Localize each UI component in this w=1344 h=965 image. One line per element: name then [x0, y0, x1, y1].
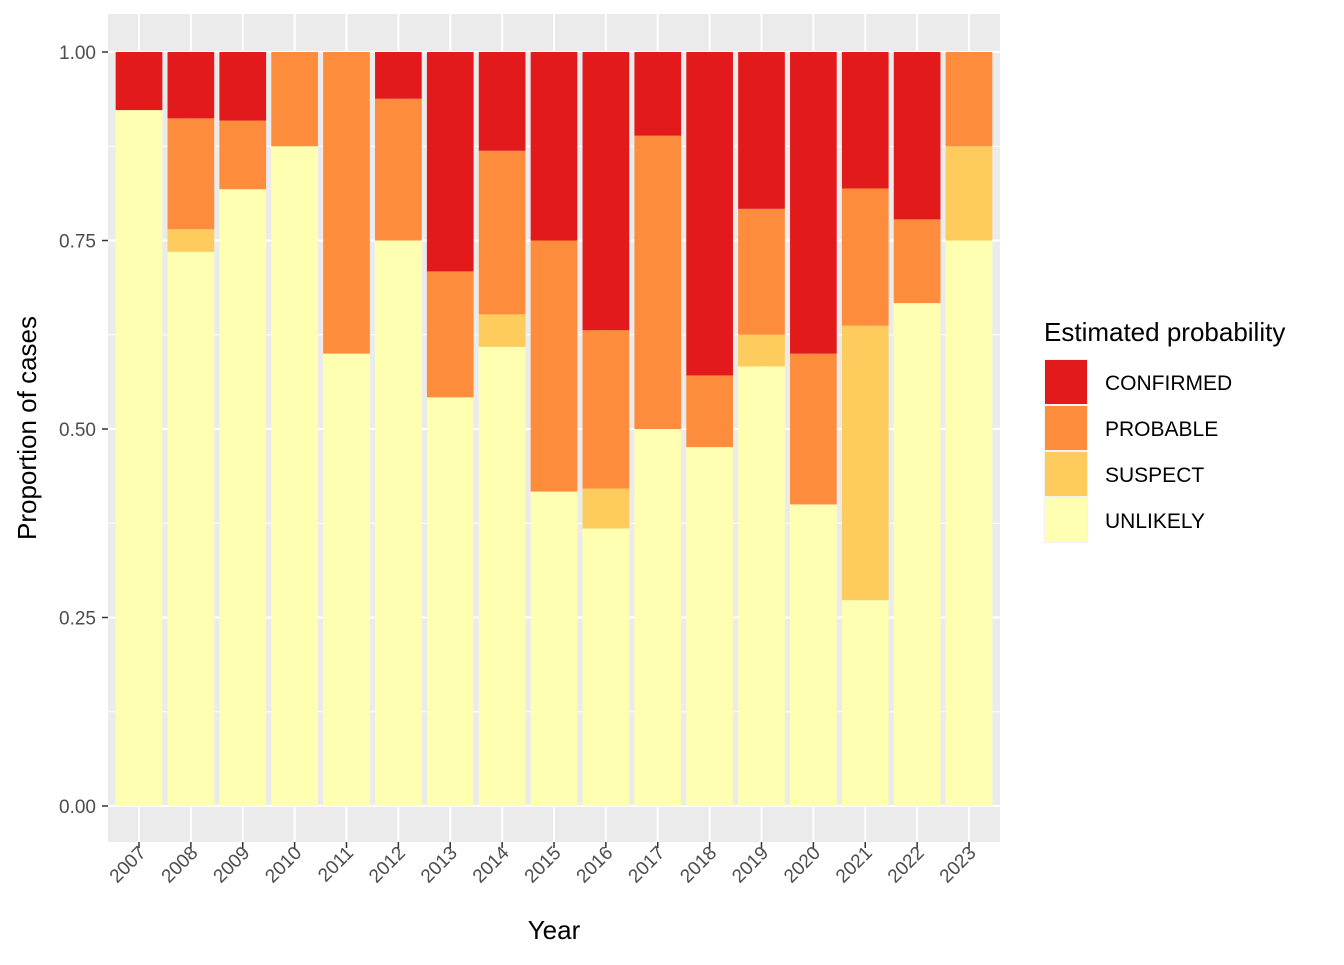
bar-segment-probable-2017: [634, 135, 682, 429]
x-tick-label: 2009: [210, 843, 255, 888]
bar-segment-confirmed-2021: [841, 52, 889, 189]
legend-label-unlikely: UNLIKELY: [1105, 510, 1205, 533]
x-axis: 2007 2008 2009 2010 2011 2012 2013 2014 2015 2016…: [106, 842, 981, 887]
bar-segment-suspect-2023: [945, 146, 993, 241]
bar-segment-unlikely-2015: [530, 491, 578, 806]
bar-segment-probable-2022: [893, 219, 941, 304]
bar-segment-confirmed-2007: [115, 52, 163, 111]
bar-segment-unlikely-2010: [271, 146, 318, 806]
bar-segment-confirmed-2018: [686, 52, 733, 376]
legend-swatch-confirmed: [1045, 360, 1087, 404]
bar-segment-probable-2015: [530, 240, 578, 492]
legend-label-suspect: SUSPECT: [1105, 464, 1204, 487]
bar-segment-unlikely-2011: [323, 353, 370, 806]
bar-segment-unlikely-2023: [945, 240, 993, 806]
bar-segment-confirmed-2019: [738, 52, 785, 209]
bar-segment-confirmed-2022: [893, 52, 941, 220]
legend-label-probable: PROBABLE: [1105, 418, 1218, 441]
x-tick-label: 2011: [314, 843, 358, 887]
x-tick-label: 2007: [106, 843, 151, 888]
bar-segment-confirmed-2017: [634, 52, 682, 136]
bar-segment-suspect-2016: [582, 488, 630, 529]
bar-segment-unlikely-2018: [686, 447, 733, 806]
bar-segment-unlikely-2013: [426, 397, 474, 806]
bar-segment-confirmed-2009: [219, 52, 267, 121]
bar-segment-suspect-2014: [478, 314, 526, 347]
bar-segment-suspect-2019: [738, 334, 785, 367]
bar-segment-suspect-2008: [167, 229, 215, 252]
x-tick-label: 2023: [936, 843, 981, 888]
bar-segment-suspect-2021: [841, 325, 889, 601]
bar-segment-probable-2016: [582, 330, 630, 489]
x-tick-label: 2016: [573, 843, 618, 888]
bar-segment-unlikely-2009: [219, 189, 267, 806]
bar-segment-confirmed-2012: [375, 52, 422, 99]
y-tick-label: 0.00: [59, 797, 96, 818]
y-tick-label: 0.75: [59, 232, 96, 253]
x-tick-label: 2008: [158, 843, 203, 888]
bar-segment-probable-2019: [738, 208, 785, 335]
x-tick-label: 2019: [728, 843, 773, 888]
bar-segment-unlikely-2008: [167, 251, 215, 806]
x-tick-label: 2012: [365, 843, 410, 888]
legend-swatch-probable: [1045, 406, 1087, 450]
bar-segment-probable-2014: [478, 150, 526, 315]
bar-segment-confirmed-2020: [790, 52, 837, 354]
y-axis: 0.00 0.25 0.50 0.75 1.00: [59, 43, 108, 818]
legend-label-confirmed: CONFIRMED: [1105, 372, 1232, 395]
y-axis-title: Proportion of cases: [12, 316, 42, 540]
bar-segment-probable-2023: [945, 52, 993, 147]
x-tick-label: 2010: [261, 843, 306, 888]
bar-segment-probable-2020: [790, 353, 837, 505]
bar-segment-unlikely-2016: [582, 528, 630, 806]
bar-segment-confirmed-2013: [426, 52, 474, 272]
y-tick-label: 0.25: [59, 609, 96, 630]
bar-segment-unlikely-2017: [634, 429, 682, 806]
y-tick-label: 1.00: [59, 43, 96, 64]
legend-title: Estimated probability: [1044, 317, 1285, 347]
bar-segment-probable-2013: [426, 271, 474, 398]
bar-segment-probable-2012: [375, 98, 422, 241]
x-tick-label: 2015: [521, 843, 566, 888]
bar-segment-unlikely-2020: [790, 504, 837, 806]
bar-segment-unlikely-2012: [375, 240, 422, 806]
legend-swatch-unlikely: [1045, 498, 1087, 542]
bar-segment-probable-2021: [841, 188, 889, 326]
x-tick-label: 2017: [625, 843, 670, 888]
x-axis-title: Year: [528, 915, 581, 945]
bar-segment-probable-2009: [219, 120, 267, 190]
bar-segment-probable-2010: [271, 52, 318, 147]
x-tick-label: 2014: [469, 842, 514, 887]
y-tick-label: 0.50: [59, 420, 96, 441]
bar-segment-unlikely-2007: [115, 110, 163, 807]
bar-segment-confirmed-2016: [582, 52, 630, 331]
x-tick-label: 2020: [780, 843, 825, 888]
bar-segment-unlikely-2022: [893, 303, 941, 806]
bar-segment-confirmed-2008: [167, 52, 215, 119]
x-tick-label: 2021: [832, 843, 877, 888]
bar-segment-probable-2018: [686, 375, 733, 448]
bar-segment-unlikely-2014: [478, 346, 526, 806]
bar-segment-confirmed-2014: [478, 52, 526, 151]
bar-segment-unlikely-2021: [841, 600, 889, 806]
x-tick-label: 2013: [417, 843, 462, 888]
bar-segment-probable-2011: [323, 52, 370, 354]
legend: Estimated probability CONFIRMED PROBABLE S…: [1044, 317, 1285, 543]
bar-segment-confirmed-2015: [530, 52, 578, 241]
x-tick-label: 2018: [676, 843, 721, 888]
bars-group: [115, 52, 993, 807]
bar-segment-probable-2008: [167, 118, 215, 230]
legend-swatch-suspect: [1045, 452, 1087, 496]
bar-segment-unlikely-2019: [738, 366, 785, 806]
x-tick-label: 2022: [884, 843, 929, 888]
